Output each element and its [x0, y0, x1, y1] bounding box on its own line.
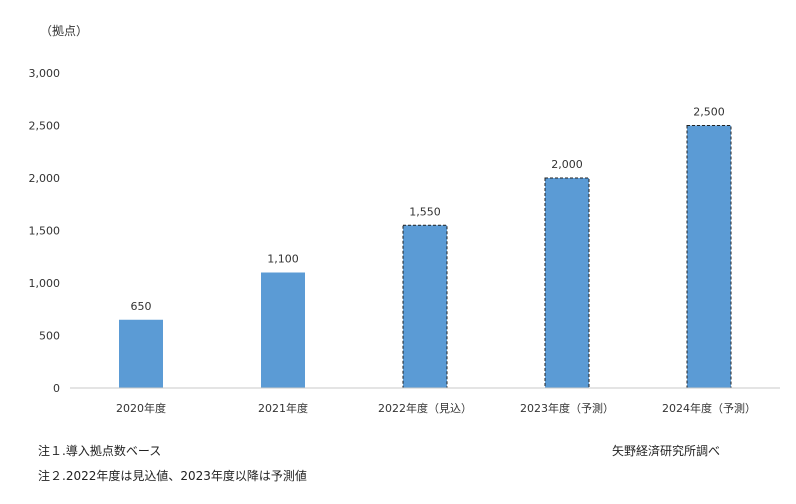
y-tick-label: 1,000 — [29, 277, 61, 290]
y-tick-label: 2,000 — [29, 172, 61, 185]
y-unit-label: （拠点） — [40, 24, 88, 38]
category-label: 2022年度（見込） — [378, 401, 472, 415]
data-label: 1,550 — [409, 205, 441, 218]
y-axis-ticks: 0 500 1,000 1,500 2,000 2,500 3,000 — [29, 67, 61, 395]
y-tick-label: 500 — [39, 330, 60, 343]
y-tick-label: 1,500 — [29, 225, 61, 238]
bar — [544, 177, 590, 389]
bar — [686, 125, 732, 389]
data-labels: 650 1,100 1,550 2,000 2,500 — [131, 106, 725, 313]
category-label: 2020年度 — [116, 401, 166, 415]
data-label: 2,000 — [551, 158, 583, 171]
data-label: 2,500 — [693, 106, 725, 119]
data-label: 650 — [131, 300, 152, 313]
bar — [119, 319, 163, 388]
category-labels: 2020年度 2021年度 2022年度（見込） 2023年度（予測） 2024年度（予… — [116, 401, 756, 415]
category-label: 2024年度（予測） — [662, 401, 756, 415]
source-note: 矢野経済研究所調べ — [612, 444, 721, 458]
note-2: 注２.2022年度は見込値、2023年度以降は予測値 — [38, 469, 307, 483]
bars — [119, 125, 732, 389]
category-label: 2021年度 — [258, 401, 308, 415]
note-1: 注１.導入拠点数ベース — [38, 444, 162, 458]
y-tick-label: 2,500 — [29, 120, 61, 133]
y-tick-label: 0 — [53, 382, 60, 395]
bar — [261, 272, 305, 388]
y-tick-label: 3,000 — [29, 67, 61, 80]
category-label: 2023年度（予測） — [520, 401, 614, 415]
bar — [402, 224, 448, 389]
data-label: 1,100 — [267, 253, 299, 266]
